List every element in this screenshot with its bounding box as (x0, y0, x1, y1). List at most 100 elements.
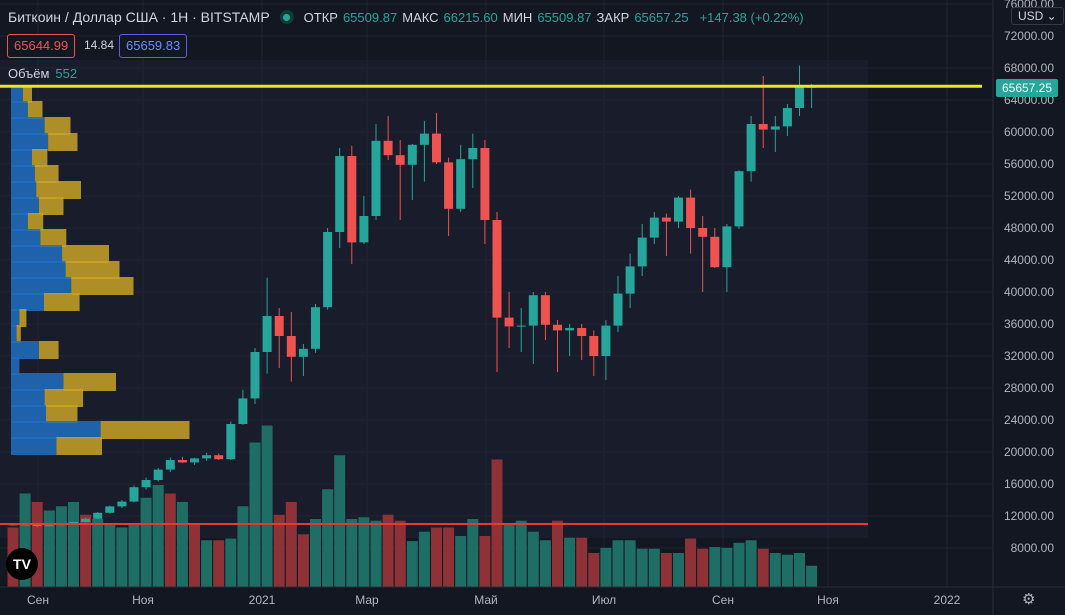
volume-bar (55, 506, 67, 587)
price-tick-label: 20000.00 (1004, 445, 1054, 459)
volume-bar (261, 425, 273, 587)
candle-body (565, 328, 575, 331)
candle-body (734, 171, 744, 227)
candle-body (226, 424, 236, 460)
volume-bar (806, 565, 818, 587)
price-tick-label: 16000.00 (1004, 477, 1054, 491)
volume-profile-up (11, 117, 45, 135)
candle-body (795, 87, 804, 108)
volume-value: 552 (55, 66, 78, 81)
high-value: 66215.60 (443, 9, 498, 25)
volume-bar (43, 510, 55, 587)
volume-bar (527, 531, 539, 587)
candle-body (577, 328, 587, 336)
volume-bar (564, 537, 576, 587)
volume-bar (636, 548, 648, 587)
candle-body (625, 266, 635, 294)
time-tick-label: Май (474, 593, 498, 607)
currency-dropdown[interactable]: USD ⌄ (1011, 7, 1064, 25)
candle-body (262, 316, 272, 352)
price-tick-label: 60000.00 (1004, 125, 1054, 139)
candle-body (129, 487, 139, 502)
candle-body (528, 295, 538, 326)
tradingview-logo-icon[interactable]: TV (6, 548, 38, 580)
volume-profile-down (63, 373, 116, 391)
volume-profile-down (16, 325, 21, 343)
volume-bar (431, 527, 442, 587)
volume-profile-down (27, 101, 43, 119)
candle-body (153, 469, 163, 480)
last-price-label: 65657.25 (1002, 81, 1052, 95)
volume-profile-up (11, 293, 44, 311)
candle-body (105, 506, 115, 513)
gear-icon[interactable]: ⚙ (1022, 591, 1036, 608)
volume-profile-down (39, 341, 59, 359)
volume-bar (745, 540, 757, 587)
volume-profile-up (11, 85, 23, 103)
volume-bar (685, 538, 697, 587)
volume-profile-up (11, 165, 35, 183)
volume-bars (7, 425, 818, 587)
volume-bar (19, 493, 31, 587)
time-tick-label: Сен (27, 593, 49, 607)
candle-body (782, 108, 792, 127)
volume-bar (128, 523, 140, 587)
price-tick-label: 52000.00 (1004, 189, 1054, 203)
volume-bar (189, 523, 200, 587)
candle-body (141, 480, 151, 488)
candle-body (202, 455, 212, 459)
candle-body (540, 295, 550, 325)
volume-bar (140, 497, 152, 587)
volume-bar (600, 547, 612, 587)
open-value: 65509.87 (342, 9, 398, 25)
volume-bar (297, 534, 309, 587)
volume-profile-up (11, 341, 39, 359)
volume-profile-down (34, 165, 59, 183)
market-open-dot-icon (279, 10, 294, 24)
volume-bar (552, 520, 563, 587)
low-label: МИН (502, 9, 533, 25)
volume-bar (334, 455, 346, 587)
volume-bar (201, 540, 213, 587)
symbol-title[interactable]: Биткоин / Доллар США · 1Н · BITSTAMP (8, 9, 270, 25)
buy-price-button[interactable]: 65659.83 (119, 34, 188, 58)
volume-profile-up (11, 149, 32, 167)
candle-body (661, 217, 671, 222)
volume-bar (624, 540, 636, 587)
volume-profile-up (11, 261, 66, 279)
candle-body (165, 460, 175, 470)
sell-price-button[interactable]: 65644.99 (7, 34, 76, 58)
volume-bar (237, 506, 249, 587)
volume-profile-down (71, 277, 134, 295)
high-label: МАКС (402, 9, 439, 25)
candle-body (613, 293, 623, 326)
volume-profile-down (32, 149, 48, 167)
candle-body (238, 398, 248, 424)
volume-bar (164, 493, 176, 587)
time-axis[interactable]: Сен Ноя 2021 Мар Май Июл Сен Ноя 2022 (27, 593, 961, 607)
candle-body (323, 232, 333, 308)
volume-legend: Объём 552 (8, 66, 77, 81)
volume-profile-down (27, 213, 44, 231)
time-tick-label: Ноя (132, 593, 154, 607)
candle-body (190, 458, 199, 463)
volume-profile-down (65, 261, 120, 279)
close-label: ЗАКР (596, 9, 630, 25)
price-axis[interactable]: 76000.0072000.0068000.0064000.0060000.00… (1004, 0, 1054, 555)
volume-profile-down (39, 197, 64, 215)
volume-bar (406, 541, 418, 587)
candle-body (32, 524, 42, 526)
horizontal-lines[interactable] (0, 84, 982, 525)
volume-profile-up (11, 181, 37, 199)
candle-body (698, 228, 708, 237)
price-tick-label: 24000.00 (1004, 413, 1054, 427)
candle-body (637, 237, 647, 267)
volume-bar (588, 553, 600, 587)
volume-bar (310, 519, 321, 587)
open-label: ОТКР (303, 9, 338, 25)
volume-bar (418, 531, 430, 587)
price-tick-label: 36000.00 (1004, 317, 1054, 331)
candle-body (444, 162, 454, 209)
volume-bar (612, 540, 624, 587)
